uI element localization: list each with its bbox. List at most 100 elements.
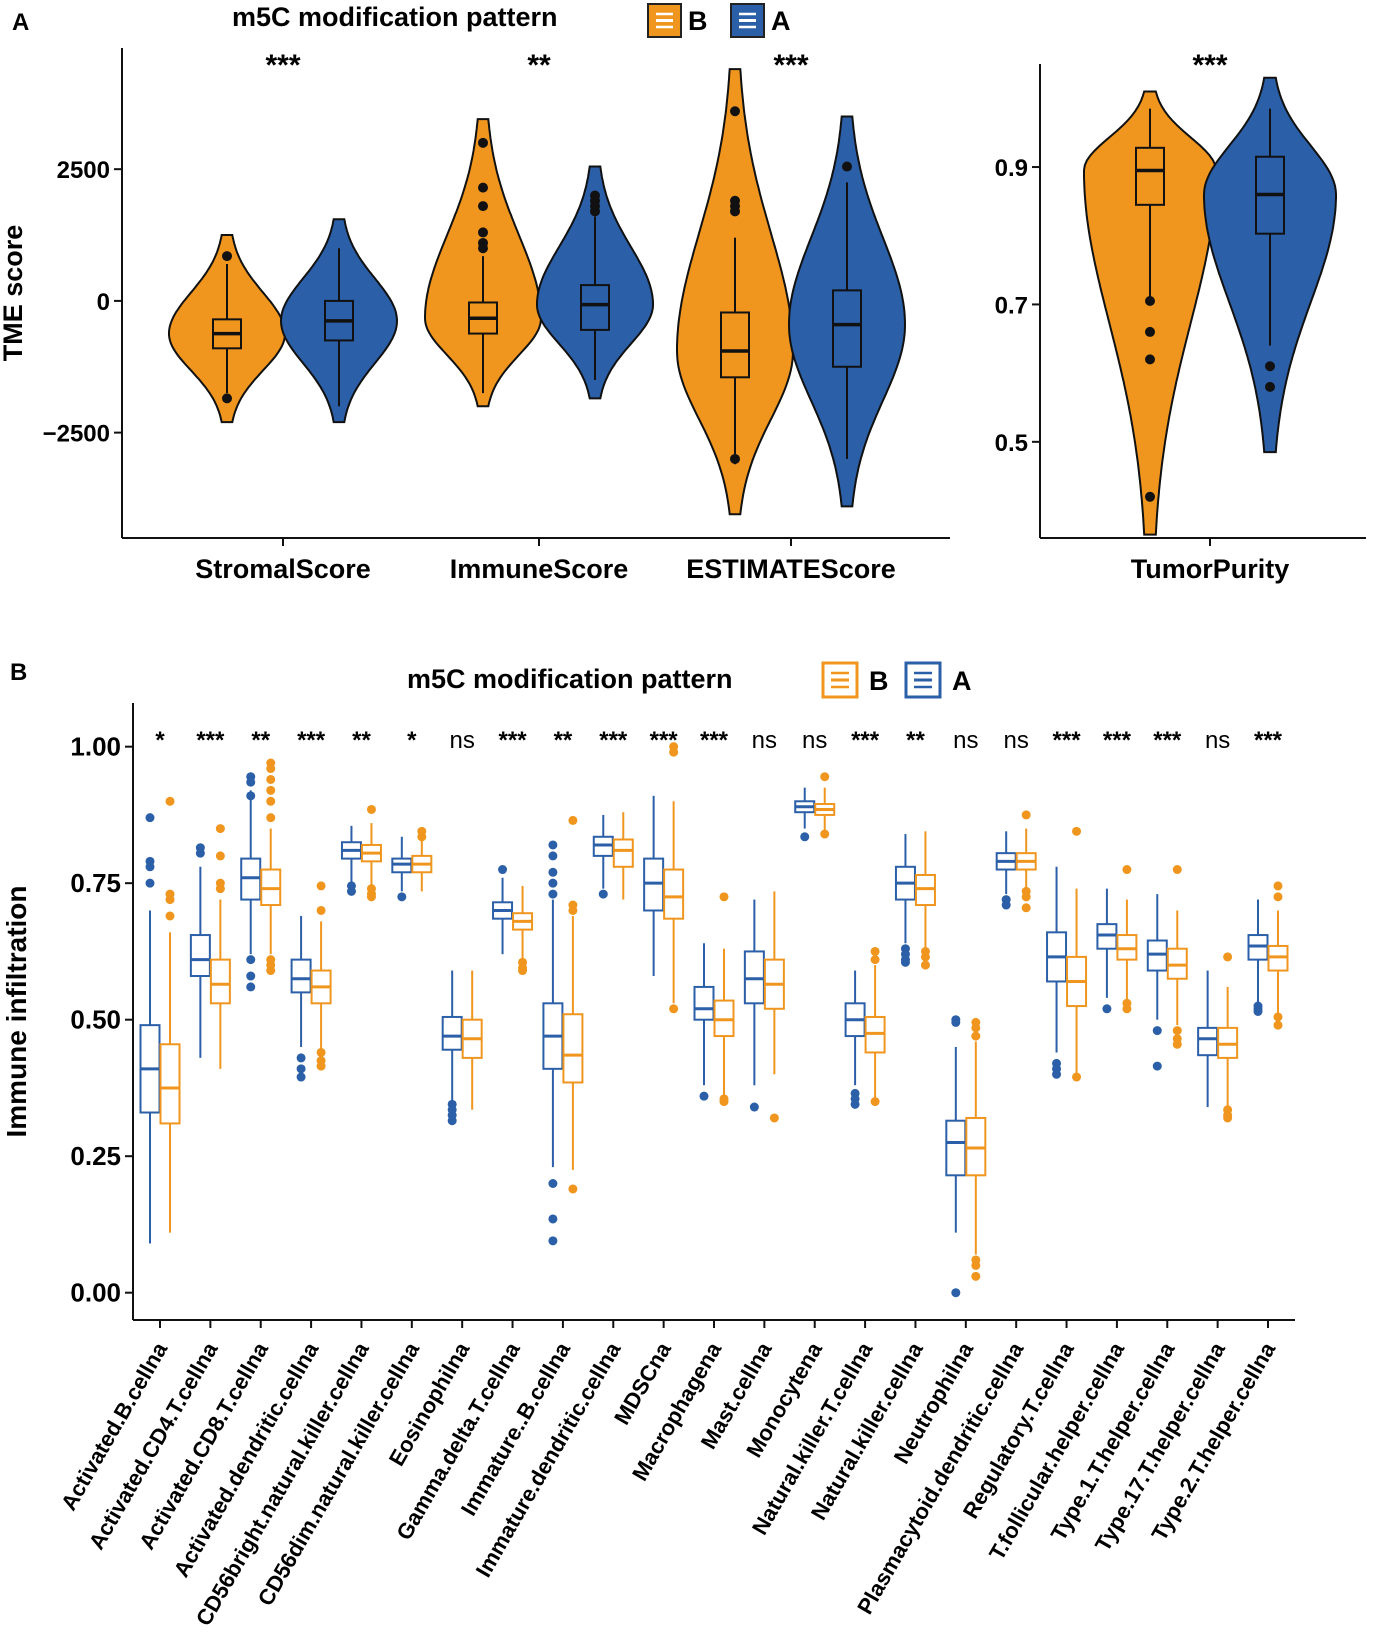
outlier-point-eosinophilna-a <box>447 1116 457 1126</box>
outlier-point-activated-dendritic-cellna-b <box>316 1061 326 1071</box>
significance-label: ns <box>953 727 978 754</box>
outlier-point-natural-killer-t-cellna-a <box>850 1099 860 1109</box>
outlier-point-immunescore-b <box>478 201 488 212</box>
outlier-point-immature-dendritic-cellna-a <box>598 889 608 899</box>
outlier-point-type-1-t-helper-cellna-b <box>1172 1026 1182 1036</box>
outlier-point-plasmacytoid-dendritic-cellna-a <box>1001 900 1011 910</box>
outlier-point-activated-cd8-t-cellna-b <box>266 966 276 976</box>
y-axis-title: TME score <box>0 225 28 362</box>
panel-a-legend-key-a <box>730 3 765 38</box>
outlier-point-monocytena-a <box>800 832 810 842</box>
outlier-point-immature-b-cellna-a <box>548 878 558 888</box>
outlier-point-regulatory-t-cellna-b <box>1072 826 1082 836</box>
y-tick-label: 0 <box>97 289 110 316</box>
outlier-point-tumorpurity-a <box>1265 361 1275 372</box>
significance-label: * <box>155 727 165 754</box>
outlier-point-immature-b-cellna-a <box>548 1178 558 1188</box>
panel-a-label: A <box>12 9 29 36</box>
outlier-point-tumorpurity-b <box>1145 326 1155 337</box>
box-immature-b-cellna-b <box>562 1013 584 1084</box>
outlier-point-macrophagena-b <box>719 1097 729 1107</box>
outlier-point-monocytena-b <box>820 772 830 782</box>
outlier-point-activated-cd8-t-cellna-b <box>266 813 276 823</box>
box-estimatescore-a <box>832 289 862 368</box>
box-activated-b-cellna-b <box>159 1043 181 1125</box>
outlier-point-activated-cd8-t-cellna-b <box>266 764 276 774</box>
significance-label: *** <box>499 727 528 754</box>
outlier-point-type-2-t-helper-cellna-b <box>1273 1020 1283 1030</box>
outlier-point-tumorpurity-a <box>1265 381 1275 392</box>
panel-b-legend-title: m5C modification pattern <box>407 664 733 694</box>
violin-estimatescore-a <box>787 115 907 508</box>
outlier-point-natural-killer-t-cellna-b <box>870 955 880 965</box>
significance-label: *** <box>1153 727 1182 754</box>
outlier-point-immunescore-b <box>478 182 488 193</box>
significance-label: ** <box>527 49 551 82</box>
significance-label: ns <box>1004 727 1029 754</box>
outlier-point-immature-b-cellna-b <box>568 905 578 915</box>
outlier-point-immature-b-cellna-a <box>548 1214 558 1224</box>
outlier-point-estimatescore-b <box>730 206 740 217</box>
significance-label: *** <box>700 727 729 754</box>
outlier-point-t-follicular-helper-cellna-a <box>1102 1004 1112 1014</box>
significance-label: ** <box>251 727 270 754</box>
outlier-point-immature-b-cellna-b <box>568 1184 578 1194</box>
y-tick-label: 0.25 <box>70 1141 121 1171</box>
outlier-point-natural-killer-t-cellna-b <box>870 946 880 956</box>
outlier-point-estimatescore-b <box>730 453 740 464</box>
box-tumorpurity-b <box>1135 146 1165 206</box>
outlier-point-cd56bright-natural-killer-cellna-a <box>346 886 356 896</box>
outlier-point-immature-b-cellna-a <box>548 840 558 850</box>
outlier-point-mdscna-b <box>669 1004 679 1014</box>
outlier-point-immunescore-b <box>478 243 488 254</box>
panel-b: B m5C modification pattern B A 0.00 0.25 0… <box>1 659 1295 1630</box>
outlier-point-activated-cd8-t-cellna-a <box>246 982 256 992</box>
box-mdscna-b <box>663 868 685 920</box>
outlier-point-natural-killer-t-cellna-b <box>870 1097 880 1107</box>
box-macrophagena-a <box>693 985 715 1021</box>
outlier-point-plasmacytoid-dendritic-cellna-b <box>1021 892 1031 902</box>
outlier-point-immature-b-cellna-a <box>548 889 558 899</box>
outlier-point-estimatescore-a <box>842 161 852 172</box>
outlier-point-neutrophilna-a <box>951 1288 961 1298</box>
x-tick-label: StromalScore <box>195 554 371 584</box>
outlier-point-activated-b-cellna-a <box>145 878 155 888</box>
outlier-point-activated-dendritic-cellna-b <box>316 881 326 891</box>
outlier-point-gamma-delta-t-cellna-a <box>498 865 508 875</box>
significance-label: ** <box>352 727 371 754</box>
outlier-point-cd56bright-natural-killer-cellna-b <box>366 892 376 902</box>
outlier-point-type-1-t-helper-cellna-b <box>1172 865 1182 875</box>
panel-a-legend-title: m5C modification pattern <box>232 2 558 32</box>
box-immature-dendritic-cellna-b <box>612 838 634 868</box>
box-immunescore-a <box>580 284 610 331</box>
panel-a-legend-label-b: B <box>688 6 708 36</box>
outlier-point-regulatory-t-cellna-b <box>1072 1072 1082 1082</box>
outlier-point-cd56dim-natural-killer-cellna-a <box>397 892 407 902</box>
y-tick-label: 0.00 <box>70 1278 121 1308</box>
panel-a: A m5C modification pattern B A −2500 0 250… <box>0 2 1366 584</box>
outlier-point-immature-b-cellna-a <box>548 1236 558 1246</box>
violin-tumorpurity-b <box>1083 90 1217 536</box>
outlier-point-immunescore-b <box>478 137 488 148</box>
box-eosinophilna-a <box>441 1015 463 1051</box>
outlier-point-activated-b-cellna-a <box>145 862 155 872</box>
violin-chart-tme-scores: −2500 0 2500 TME score StromalScore *** Immune… <box>0 48 950 584</box>
outlier-point-activated-cd8-t-cellna-a <box>246 791 256 801</box>
outlier-point-activated-b-cellna-b <box>165 911 175 921</box>
outlier-point-stromalscore-b <box>222 251 232 262</box>
outlier-point-mast-cellna-b <box>769 1113 779 1123</box>
outlier-point-activated-cd8-t-cellna-b <box>266 796 276 806</box>
significance-label: *** <box>1254 727 1283 754</box>
box-activated-cd4-t-cellna-b <box>209 958 231 1005</box>
outlier-point-type-2-t-helper-cellna-b <box>1273 892 1283 902</box>
panel-b-legend-label-b: B <box>869 666 889 696</box>
outlier-point-monocytena-b <box>820 829 830 839</box>
outlier-point-macrophagena-a <box>699 1091 709 1101</box>
outlier-point-type-17-t-helper-cellna-b <box>1223 1113 1233 1123</box>
box-estimatescore-b <box>720 311 750 379</box>
box-neutrophilna-a <box>945 1119 967 1177</box>
y-tick-label: 2500 <box>57 157 110 184</box>
significance-label: * <box>407 727 417 754</box>
